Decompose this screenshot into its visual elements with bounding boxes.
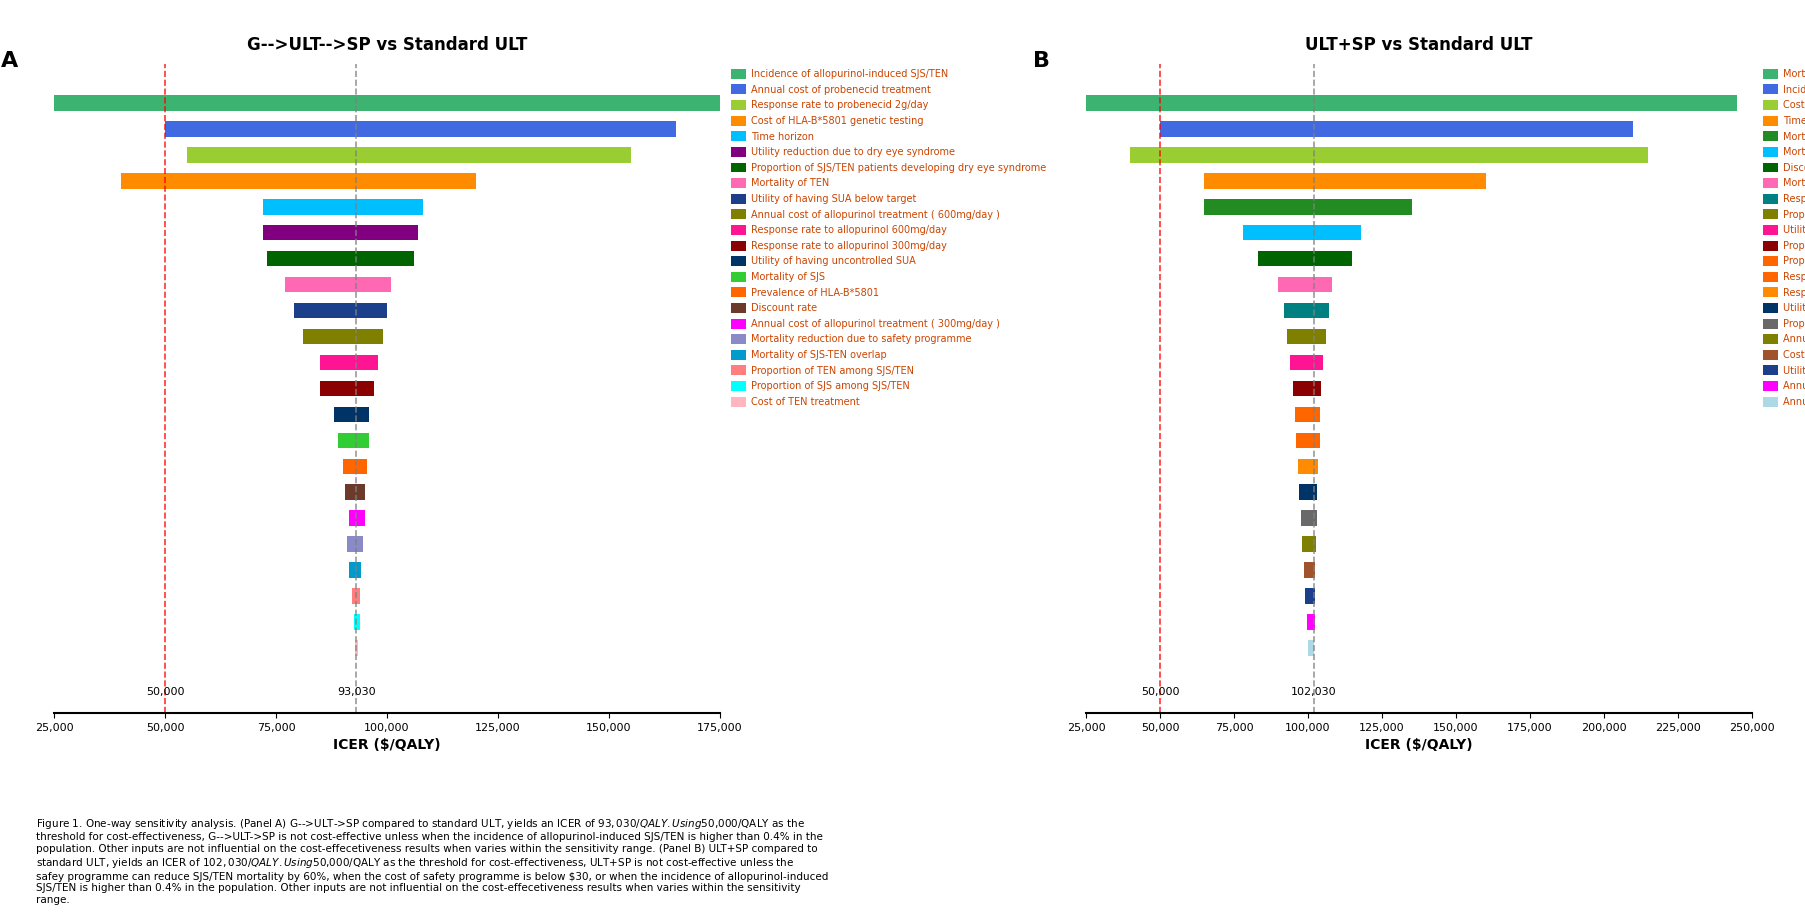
Bar: [294, 303, 386, 318]
Text: 50,000: 50,000: [1141, 687, 1179, 697]
Bar: [338, 432, 368, 448]
X-axis label: ICER ($/QALY): ICER ($/QALY): [1365, 739, 1471, 752]
Bar: [334, 407, 368, 422]
Bar: [1296, 432, 1319, 448]
Bar: [319, 355, 377, 370]
Text: 50,000: 50,000: [146, 687, 184, 697]
Bar: [1305, 614, 1314, 630]
Bar: [352, 589, 361, 604]
Bar: [1289, 355, 1321, 370]
Bar: [1298, 484, 1316, 500]
Bar: [264, 199, 422, 215]
Bar: [1283, 303, 1328, 318]
Bar: [343, 459, 366, 474]
Bar: [347, 537, 363, 552]
Bar: [1256, 250, 1352, 267]
Text: 93,030: 93,030: [336, 687, 375, 697]
Bar: [1159, 121, 1632, 137]
Bar: [1287, 329, 1325, 345]
Bar: [319, 380, 374, 397]
Text: 102,030: 102,030: [1291, 687, 1336, 697]
Bar: [1130, 147, 1648, 163]
Bar: [1303, 562, 1314, 578]
Bar: [1305, 589, 1314, 604]
Bar: [267, 250, 413, 267]
Bar: [1292, 380, 1321, 397]
Bar: [348, 510, 365, 526]
Bar: [285, 277, 392, 292]
Bar: [1242, 225, 1361, 240]
Text: Figure 1. One-way sensitivity analysis. (Panel A) G-->ULT->SP compared to standa: Figure 1. One-way sensitivity analysis. …: [36, 817, 828, 905]
Bar: [354, 640, 357, 656]
Title: ULT+SP vs Standard ULT: ULT+SP vs Standard ULT: [1305, 36, 1532, 54]
Bar: [1294, 407, 1319, 422]
Title: G-->ULT-->SP vs Standard ULT: G-->ULT-->SP vs Standard ULT: [247, 36, 527, 54]
Legend: Incidence of allopurinol-induced SJS/TEN, Annual cost of probenecid treatment, R: Incidence of allopurinol-induced SJS/TEN…: [731, 69, 1045, 407]
Text: B: B: [1032, 51, 1049, 71]
Bar: [164, 121, 675, 137]
Bar: [188, 147, 630, 163]
Bar: [1204, 173, 1486, 188]
Bar: [354, 614, 359, 630]
Bar: [303, 329, 383, 345]
Bar: [121, 173, 475, 188]
X-axis label: ICER ($/QALY): ICER ($/QALY): [334, 739, 440, 752]
Legend: Mortality reduction due to safety programme, Incidence of allopurinol-induced SJ: Mortality reduction due to safety progra…: [1762, 69, 1805, 407]
Bar: [264, 225, 419, 240]
Bar: [1278, 277, 1330, 292]
Bar: [1307, 640, 1314, 656]
Bar: [1300, 510, 1316, 526]
Bar: [54, 95, 720, 111]
Bar: [345, 484, 365, 500]
Bar: [348, 562, 361, 578]
Bar: [1301, 537, 1316, 552]
Text: A: A: [2, 51, 18, 71]
Bar: [1298, 459, 1318, 474]
Bar: [1085, 95, 1736, 111]
Bar: [1204, 199, 1412, 215]
